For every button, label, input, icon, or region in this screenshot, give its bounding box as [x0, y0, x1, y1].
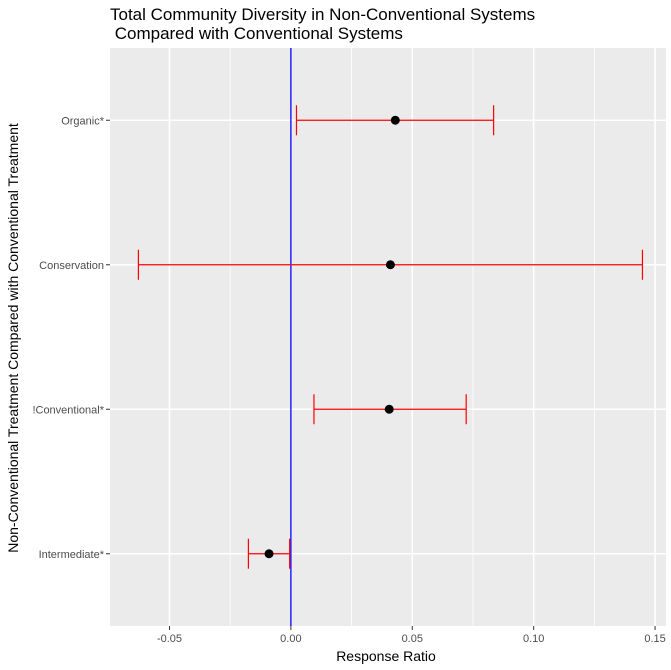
points: [264, 115, 400, 559]
x-tick-label: -0.05: [157, 633, 182, 645]
x-axis-title: Response Ratio: [336, 648, 436, 664]
y-tick-label: !Conventional*: [32, 404, 104, 416]
x-tick-label: 0.10: [523, 633, 544, 645]
x-tick-label: 0.15: [644, 633, 665, 645]
data-point: [385, 260, 395, 270]
x-tick-label: 0.05: [402, 633, 423, 645]
y-tick-label: Conservation: [39, 260, 104, 272]
data-point: [264, 549, 274, 559]
x-tick-label: 0.00: [280, 633, 301, 645]
chart-title-line-2: Compared with Conventional Systems: [110, 24, 403, 43]
y-tick-label: Organic*: [61, 115, 105, 127]
data-point: [390, 115, 400, 125]
y-tick-label: Intermediate*: [39, 549, 105, 561]
plot-panel: [110, 48, 666, 626]
y-axis: Organic* Conservation !Conventional* Interm…: [32, 115, 110, 561]
chart-title-line-1: Total Community Diversity in Non-Convent…: [110, 5, 535, 24]
y-axis-title: Non-Conventional Treatment Compared with…: [5, 123, 21, 553]
grid-minor: [229, 48, 595, 626]
x-axis: -0.05 0.00 0.05 0.10 0.15: [157, 626, 666, 645]
data-point: [384, 404, 394, 414]
